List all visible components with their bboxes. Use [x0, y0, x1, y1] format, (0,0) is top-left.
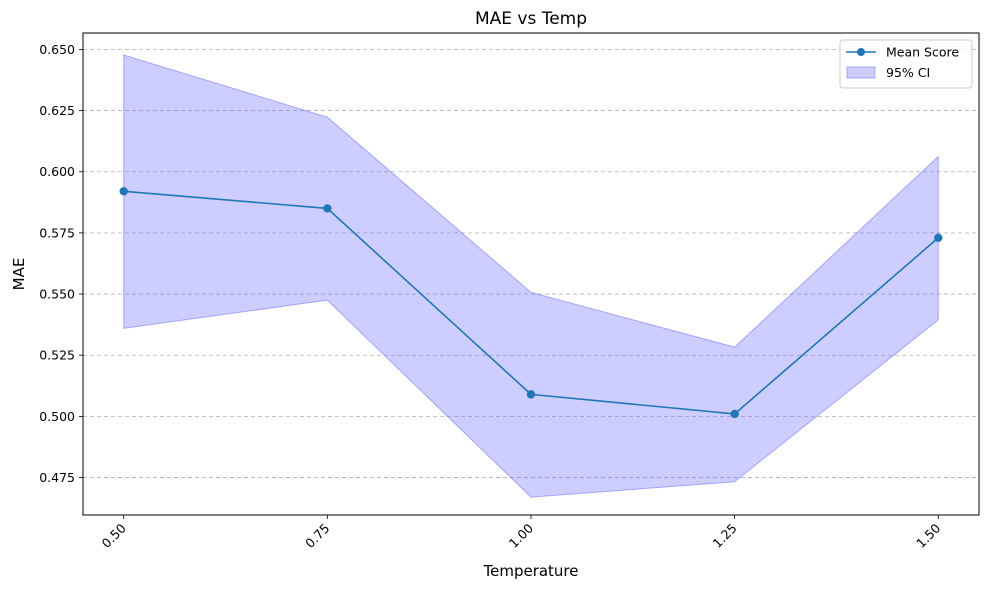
y-tick-label: 0.525 — [39, 348, 75, 363]
data-point — [323, 204, 332, 213]
grid — [83, 48, 979, 478]
data-point — [730, 409, 739, 419]
legend-label-ci: 95% CI — [886, 65, 930, 80]
y-tick-label: 0.500 — [39, 409, 75, 424]
data-point — [526, 390, 536, 399]
series-layer — [119, 187, 943, 419]
y-axis: 0.475 0.500 0.525 0.550 0.575 0.600 0.625 0.650 — [39, 42, 83, 485]
data-point — [934, 233, 943, 242]
y-tick-label: 0.625 — [39, 103, 75, 118]
y-tick-label: 0.650 — [39, 42, 75, 57]
data-point — [119, 187, 128, 196]
y-tick-label: 0.575 — [39, 225, 75, 240]
y-axis-label: MAE — [10, 258, 28, 291]
legend-label-mean-score: Mean Score — [886, 45, 959, 60]
legend: Mean Score 95% CI — [839, 39, 973, 89]
y-tick-label: 0.475 — [39, 470, 75, 485]
ci-band-layer — [123, 54, 939, 498]
chart-title: MAE vs Temp — [475, 9, 587, 29]
legend-marker-swatch — [857, 48, 865, 56]
y-tick-label: 0.600 — [39, 164, 75, 179]
x-axis-label: Temperature — [482, 562, 578, 580]
legend-band-swatch — [846, 66, 876, 79]
y-tick-label: 0.550 — [39, 287, 75, 302]
ci-band — [123, 54, 939, 498]
